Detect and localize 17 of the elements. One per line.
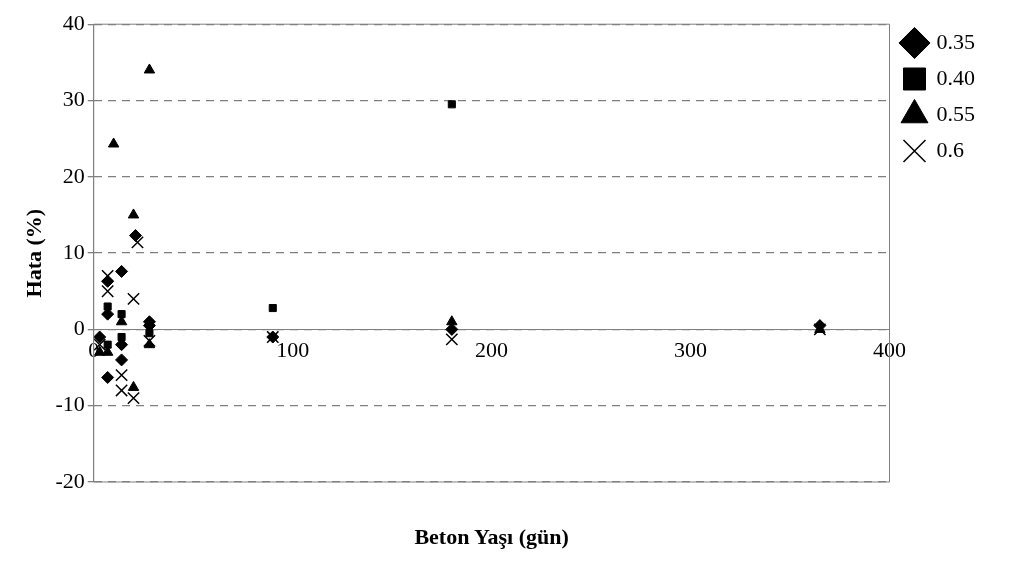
x-axis-title: Beton Yaşı (gün) bbox=[414, 524, 569, 549]
y-tick-label: 0 bbox=[73, 315, 85, 341]
legend-label: 0.40 bbox=[936, 64, 975, 90]
x-tick-label: 100 bbox=[276, 337, 310, 363]
x-tick-label: 400 bbox=[873, 337, 906, 363]
x-tick-label: 200 bbox=[475, 337, 509, 363]
y-tick-label: -10 bbox=[55, 391, 85, 417]
legend-label: 0.35 bbox=[936, 28, 975, 54]
y-tick-label: 40 bbox=[62, 9, 85, 35]
x-tick-label: 300 bbox=[674, 337, 708, 363]
legend-label: 0.6 bbox=[936, 136, 964, 162]
y-axis-title: Hata (%) bbox=[20, 208, 46, 298]
y-tick-label: 30 bbox=[62, 86, 85, 112]
y-tick-label: 20 bbox=[62, 162, 85, 188]
legend-label: 0.55 bbox=[936, 100, 975, 126]
y-tick-label: -20 bbox=[55, 467, 85, 493]
y-tick-label: 10 bbox=[62, 238, 85, 264]
